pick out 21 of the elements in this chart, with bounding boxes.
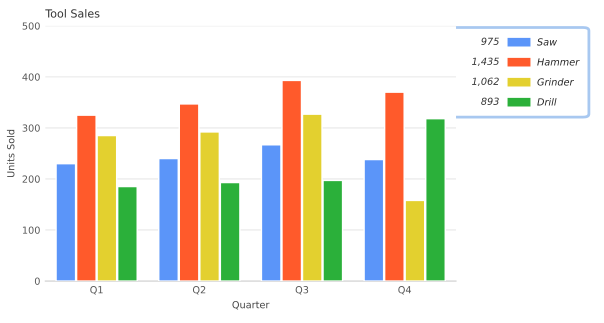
x-tick-label: Q3 xyxy=(296,286,308,295)
y-tick-label: 200 xyxy=(22,175,40,183)
text: 1,062 xyxy=(472,78,499,86)
x-tick-label: Q1 xyxy=(90,286,103,295)
x-tick-label: Q2 xyxy=(192,286,206,295)
y-tick-label: 500 xyxy=(22,22,40,30)
x-tick-label: Q4 xyxy=(398,286,412,295)
y-tick-label: 400 xyxy=(22,73,40,81)
legend-label: Drill xyxy=(537,98,557,106)
legend-label: Saw xyxy=(537,38,558,46)
y-tick-label: 100 xyxy=(22,226,40,234)
y-tick-label: 300 xyxy=(22,124,40,132)
text: 893 xyxy=(481,98,499,105)
text: 1,435 xyxy=(472,58,499,66)
legend-label: Grinder xyxy=(537,78,574,86)
x-axis-title: Quarter xyxy=(232,301,270,310)
text: 975 xyxy=(481,38,499,45)
legend-label: Hammer xyxy=(537,58,580,66)
chart-title: Tool Sales xyxy=(45,9,100,18)
y-tick-label: 0 xyxy=(34,277,40,285)
y-axis-title: Units Sold xyxy=(6,130,14,178)
